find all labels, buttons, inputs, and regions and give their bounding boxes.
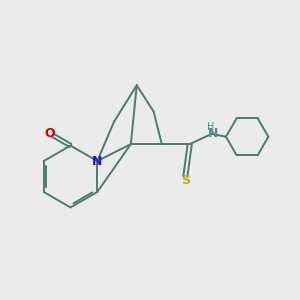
Text: N: N	[92, 154, 103, 167]
Text: O: O	[44, 127, 55, 140]
Text: S: S	[181, 174, 190, 188]
Text: N: N	[208, 127, 218, 140]
Text: H: H	[207, 122, 214, 132]
